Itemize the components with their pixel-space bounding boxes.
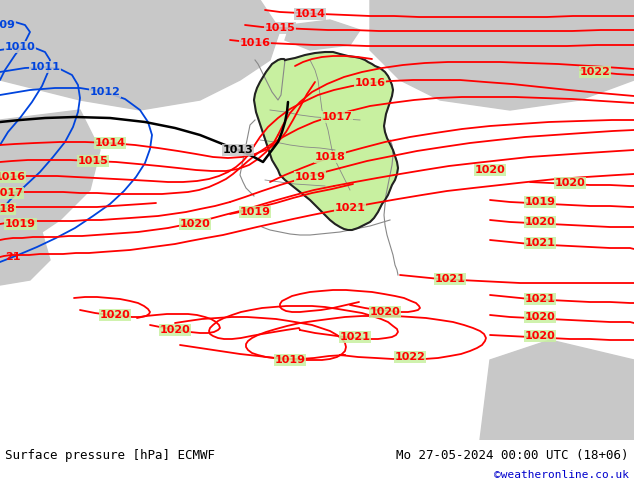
Polygon shape [285,20,360,50]
Text: 1020: 1020 [179,219,210,229]
Text: 1021: 1021 [335,203,365,213]
Polygon shape [0,225,50,285]
Text: 1016: 1016 [354,78,385,88]
Polygon shape [480,340,634,440]
Text: 1021: 1021 [434,274,465,284]
Text: 1021: 1021 [524,294,555,304]
Text: 1020: 1020 [524,331,555,341]
Text: 21: 21 [5,252,20,262]
Text: 1015: 1015 [77,156,108,166]
Text: 1019: 1019 [295,172,325,182]
Text: 1020: 1020 [555,178,585,188]
Text: Surface pressure [hPa] ECMWF: Surface pressure [hPa] ECMWF [5,448,215,462]
Text: 1013: 1013 [223,145,254,155]
Text: 1018: 1018 [314,152,346,162]
Text: 1019: 1019 [5,219,36,229]
Text: 1021: 1021 [340,332,370,342]
Text: 1020: 1020 [524,312,555,322]
Text: 1021: 1021 [524,238,555,248]
Text: 1020: 1020 [524,217,555,227]
Text: 1018: 1018 [0,204,15,214]
Text: Mo 27-05-2024 00:00 UTC (18+06): Mo 27-05-2024 00:00 UTC (18+06) [396,448,629,462]
Text: 1022: 1022 [579,67,611,77]
Text: 1022: 1022 [394,352,425,362]
Text: 1016: 1016 [0,172,25,182]
Text: 1016: 1016 [240,38,271,48]
Text: 1017: 1017 [321,112,353,122]
Polygon shape [254,52,398,230]
Text: 1014: 1014 [295,9,325,19]
Text: ©weatheronline.co.uk: ©weatheronline.co.uk [494,470,629,480]
Text: 1009: 1009 [0,20,15,30]
Text: 1020: 1020 [370,307,401,317]
Text: 1010: 1010 [4,42,36,52]
Polygon shape [0,0,280,110]
Text: 1012: 1012 [89,87,120,97]
Text: 1014: 1014 [94,138,126,148]
Text: 1019: 1019 [240,207,271,217]
Text: 1019: 1019 [275,355,306,365]
Text: 1020: 1020 [100,310,131,320]
Text: 1020: 1020 [475,165,505,175]
Text: 1019: 1019 [524,197,555,207]
Text: 1011: 1011 [30,62,60,72]
Text: 1015: 1015 [264,23,295,33]
Text: 1017: 1017 [0,188,23,198]
Polygon shape [370,0,634,110]
Text: 1020: 1020 [160,325,190,335]
Polygon shape [0,110,100,240]
